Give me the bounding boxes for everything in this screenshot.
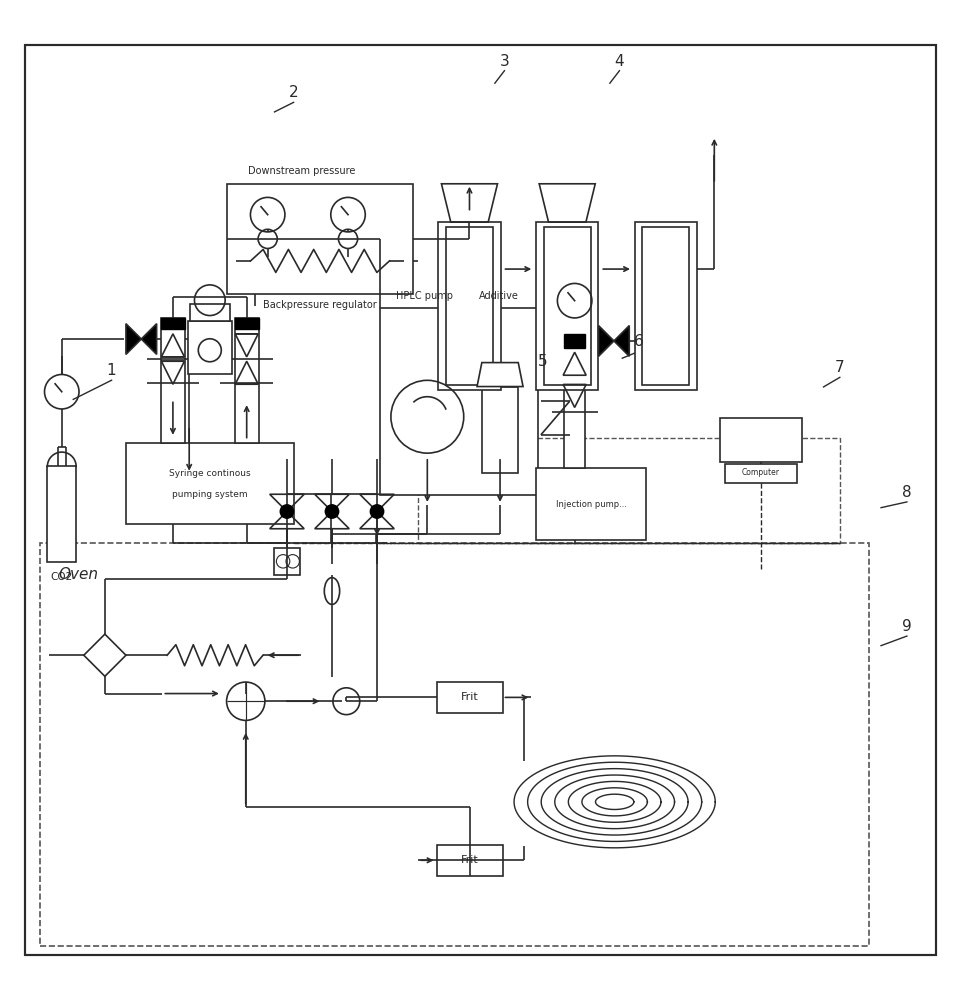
Text: 9: 9 <box>902 619 912 634</box>
Text: Downstream pressure: Downstream pressure <box>248 166 355 176</box>
Bar <box>481 387 518 473</box>
Text: Additive: Additive <box>479 291 518 301</box>
Bar <box>536 222 599 390</box>
Circle shape <box>370 505 383 518</box>
Text: 7: 7 <box>835 360 845 375</box>
Polygon shape <box>614 326 629 356</box>
Bar <box>380 308 538 495</box>
Polygon shape <box>477 363 523 387</box>
Bar <box>418 438 840 543</box>
Bar <box>635 222 697 390</box>
Bar <box>189 304 230 321</box>
Text: Frit: Frit <box>461 855 479 865</box>
Text: pumping system: pumping system <box>172 490 248 499</box>
Bar <box>725 464 797 483</box>
Bar <box>437 682 503 713</box>
Bar <box>536 468 646 540</box>
Bar <box>438 222 501 390</box>
Bar <box>234 318 259 443</box>
Text: 1: 1 <box>107 363 116 378</box>
Bar <box>39 543 869 946</box>
Text: Backpressure regulator: Backpressure regulator <box>263 300 377 310</box>
Bar <box>643 227 689 385</box>
Text: 4: 4 <box>615 54 625 69</box>
Bar <box>720 418 801 462</box>
Text: 6: 6 <box>633 334 644 349</box>
Polygon shape <box>141 324 157 354</box>
Bar <box>227 184 413 294</box>
Text: Oven: Oven <box>59 567 99 582</box>
Text: 2: 2 <box>289 85 299 100</box>
Polygon shape <box>126 324 141 354</box>
Bar <box>446 227 493 385</box>
Text: HPLC pump: HPLC pump <box>396 291 453 301</box>
Text: 5: 5 <box>538 354 548 369</box>
Text: Computer: Computer <box>742 468 779 477</box>
Circle shape <box>281 505 294 518</box>
Polygon shape <box>599 326 614 356</box>
Text: Frit: Frit <box>461 692 479 702</box>
Polygon shape <box>564 334 585 348</box>
Bar <box>126 443 294 524</box>
Text: CO2: CO2 <box>51 572 73 582</box>
Bar <box>544 227 591 385</box>
Text: Syringe continous: Syringe continous <box>169 469 251 478</box>
Text: 8: 8 <box>902 485 912 500</box>
Bar <box>437 845 503 876</box>
Bar <box>187 321 232 374</box>
Bar <box>564 334 585 468</box>
Circle shape <box>325 505 338 518</box>
Polygon shape <box>160 318 185 329</box>
Bar <box>160 318 185 443</box>
Text: 3: 3 <box>500 54 509 69</box>
Text: Injection pump...: Injection pump... <box>555 500 627 509</box>
Bar <box>47 466 76 562</box>
Bar <box>274 548 301 575</box>
Polygon shape <box>234 318 259 329</box>
